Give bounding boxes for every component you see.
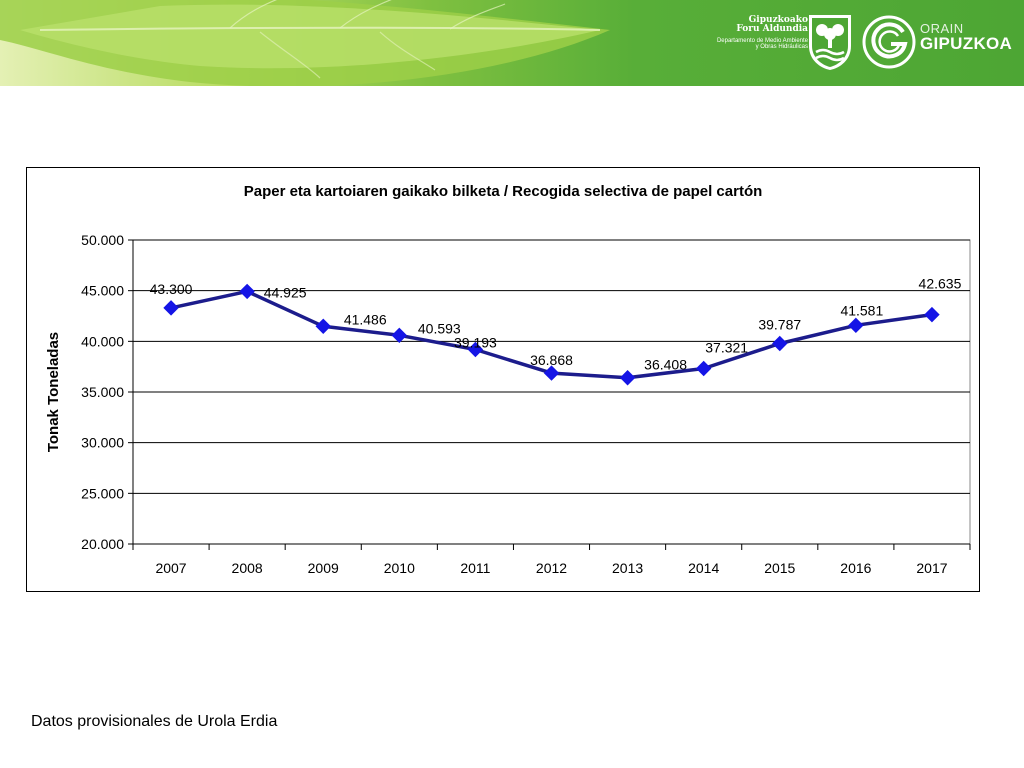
orain-gipuzkoa-logo-icon	[862, 15, 916, 69]
data-point	[619, 370, 636, 386]
x-tick-label: 2011	[460, 560, 490, 576]
department-line-1: Departamento de Medio Ambiente	[716, 37, 808, 44]
y-tick-label: 30.000	[81, 435, 124, 451]
line-chart: Paper eta kartoiaren gaikako bilketa / R…	[45, 183, 971, 576]
data-label: 41.486	[344, 311, 387, 327]
data-point	[315, 318, 331, 334]
data-label: 44.925	[264, 284, 307, 300]
department-line-2: y Obras Hidráulicas	[755, 44, 808, 51]
data-label: 36.408	[644, 357, 687, 373]
data-label: 36.868	[530, 352, 573, 368]
x-tick-label: 2016	[840, 560, 871, 576]
data-label: 37.321	[705, 339, 748, 355]
y-tick-label: 20.000	[81, 536, 124, 552]
footnote: Datos provisionales de Urola Erdia	[31, 713, 278, 730]
data-point	[239, 283, 255, 300]
chart-container: Paper eta kartoiaren gaikako bilketa / R…	[26, 167, 980, 592]
x-tick-label: 2013	[612, 560, 643, 576]
brand-line-2: GIPUZKOA	[920, 34, 1013, 53]
y-tick-label: 50.000	[81, 232, 124, 248]
x-tick-label: 2017	[916, 560, 947, 576]
x-tick-label: 2010	[384, 560, 415, 576]
y-tick-label: 45.000	[81, 283, 124, 299]
org-line-2: Foru Aldundia	[736, 24, 808, 35]
header-banner: Gipuzkoako Foru Aldundia Departamento de…	[0, 0, 1024, 86]
org-line-1: Gipuzkoako	[748, 15, 808, 25]
x-tick-label: 2014	[688, 560, 719, 576]
organization-name: Gipuzkoako Foru Aldundia Departamento de…	[690, 15, 808, 51]
data-point	[695, 360, 712, 377]
data-point	[391, 327, 408, 344]
data-point	[163, 300, 179, 316]
x-tick-label: 2015	[764, 560, 795, 576]
brand-name: ORAIN GIPUZKOA	[920, 22, 1012, 52]
chart-title: Paper eta kartoiaren gaikako bilketa / R…	[244, 183, 763, 200]
data-point	[543, 365, 560, 381]
data-point	[467, 341, 484, 358]
data-point	[924, 306, 940, 323]
data-point	[772, 335, 788, 352]
data-label: 39.193	[454, 335, 497, 351]
data-label: 40.593	[418, 320, 461, 336]
x-tick-label: 2012	[536, 560, 567, 576]
data-label: 39.787	[758, 316, 801, 332]
coat-of-arms-icon	[809, 15, 851, 70]
y-axis-label: Tonak Toneladas	[45, 332, 62, 452]
data-label: 41.581	[840, 302, 883, 318]
data-label: 43.300	[150, 281, 193, 297]
y-tick-label: 35.000	[81, 384, 124, 400]
leaf-graphic	[0, 0, 610, 86]
x-tick-label: 2007	[155, 560, 186, 576]
brand-line-1: ORAIN	[920, 21, 964, 36]
y-tick-label: 25.000	[81, 485, 124, 501]
data-point	[848, 317, 864, 334]
data-label: 42.635	[919, 276, 962, 292]
x-tick-label: 2008	[232, 560, 263, 576]
x-tick-label: 2009	[308, 560, 339, 576]
y-tick-label: 40.000	[81, 333, 124, 349]
